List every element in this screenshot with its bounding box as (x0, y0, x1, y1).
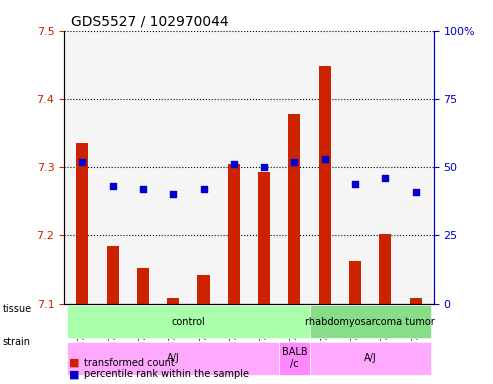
Bar (288, 114, 301, 304)
Point (290, 159, 298, 165)
Bar (106, 246, 119, 304)
Point (260, 164, 268, 170)
Text: ■: ■ (69, 358, 79, 368)
Point (412, 189, 420, 195)
Point (108, 183, 116, 189)
FancyBboxPatch shape (67, 305, 310, 338)
Text: GDS5527 / 102970044: GDS5527 / 102970044 (71, 14, 229, 28)
FancyBboxPatch shape (67, 342, 279, 374)
Text: tissue: tissue (2, 304, 32, 314)
Bar (379, 234, 391, 304)
Point (351, 180, 359, 187)
Bar (76, 143, 88, 304)
Point (382, 175, 389, 181)
Bar (349, 261, 361, 304)
FancyBboxPatch shape (279, 342, 310, 374)
Point (78, 159, 86, 165)
Point (321, 156, 329, 162)
Text: BALB
/c: BALB /c (282, 348, 307, 369)
Text: transformed count: transformed count (84, 358, 175, 368)
Bar (258, 172, 270, 304)
FancyBboxPatch shape (310, 342, 431, 374)
Point (200, 186, 208, 192)
Text: A/J: A/J (167, 353, 179, 363)
Text: A/J: A/J (364, 353, 377, 363)
Text: strain: strain (2, 337, 31, 347)
FancyBboxPatch shape (310, 305, 431, 338)
Text: control: control (172, 317, 205, 327)
Bar (197, 275, 210, 304)
Bar (228, 164, 240, 304)
Point (169, 191, 177, 197)
Bar (137, 268, 149, 304)
Bar (410, 298, 422, 304)
Text: rhabdomyosarcoma tumor: rhabdomyosarcoma tumor (305, 317, 435, 327)
Bar (167, 298, 179, 304)
Point (230, 161, 238, 167)
Text: percentile rank within the sample: percentile rank within the sample (84, 369, 249, 379)
Text: ■: ■ (69, 369, 79, 379)
Bar (318, 66, 331, 304)
Point (139, 186, 147, 192)
